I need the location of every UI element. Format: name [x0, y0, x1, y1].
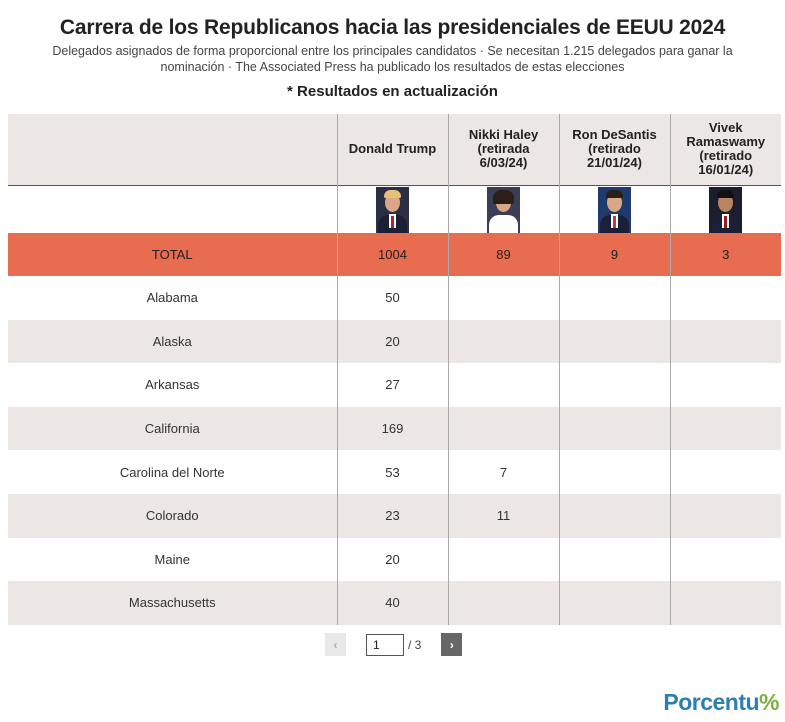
- state-cell: California: [8, 406, 337, 451]
- value-cell-ramaswamy: [669, 406, 781, 451]
- value-cell-trump: 20: [336, 537, 448, 582]
- state-cell: Carolina del Norte: [8, 450, 337, 494]
- value-cell-desantis: [558, 450, 670, 494]
- total-trump: 1004: [336, 233, 448, 276]
- table-row: Colorado 23 11: [8, 493, 781, 538]
- total-label: TOTAL: [8, 233, 337, 276]
- value-cell-trump: 169: [336, 406, 448, 451]
- value-cell-haley: [447, 406, 559, 451]
- candidate-photos-row: [8, 184, 781, 233]
- chart-subtitle: Delegados asignados de forma proporciona…: [52, 44, 733, 74]
- photo-cell-haley: [447, 184, 559, 233]
- value-cell-ramaswamy: [669, 319, 781, 364]
- porcentual-logo: Porcentu%: [663, 689, 779, 716]
- value-cell-desantis: [558, 493, 670, 538]
- value-cell-ramaswamy: [669, 537, 781, 582]
- state-cell: Colorado: [8, 493, 337, 538]
- next-page-button[interactable]: ›: [441, 633, 463, 656]
- total-row: TOTAL 1004 89 9 3: [8, 233, 781, 276]
- value-cell-desantis: [558, 406, 670, 451]
- chart-note: * Resultados en actualización: [287, 83, 498, 100]
- table-row: Maine 20: [8, 537, 781, 582]
- pagination: ‹ 1 / 3 ›: [325, 633, 463, 656]
- value-cell-ramaswamy: [669, 581, 781, 625]
- total-ramaswamy: 3: [669, 233, 781, 276]
- trump-photo: [376, 187, 409, 233]
- column-header-desantis: Ron DeSantis (retirado 21/01/24): [558, 114, 670, 185]
- column-header-haley: Nikki Haley (retirada 6/03/24): [447, 114, 559, 185]
- column-header-state: [8, 114, 337, 185]
- value-cell-trump: 50: [336, 276, 448, 320]
- value-cell-haley: [447, 581, 559, 625]
- empty-photo-cell: [8, 184, 337, 233]
- value-cell-haley: 7: [447, 450, 559, 494]
- value-cell-haley: [447, 537, 559, 582]
- photo-cell-trump: [336, 184, 448, 233]
- value-cell-desantis: [558, 319, 670, 364]
- ramaswamy-photo: [709, 187, 743, 233]
- photo-cell-ramaswamy: [669, 184, 781, 233]
- value-cell-haley: [447, 363, 559, 407]
- prev-page-button[interactable]: ‹: [325, 633, 346, 656]
- value-cell-desantis: [558, 276, 670, 320]
- table-row: Alaska 20: [8, 319, 781, 364]
- total-desantis: 9: [558, 233, 670, 276]
- table-row: Alabama 50: [8, 276, 781, 320]
- value-cell-ramaswamy: [669, 363, 781, 407]
- logo-text: Porcentu: [663, 689, 760, 715]
- chart-header: Carrera de los Republicanos hacia las pr…: [0, 0, 785, 100]
- value-cell-trump: 20: [336, 319, 448, 364]
- column-header-trump: Donald Trump: [336, 114, 448, 185]
- table-header-row: Donald Trump Nikki Haley (retirada 6/03/…: [8, 114, 781, 185]
- table-row: Massachusetts 40: [8, 581, 781, 625]
- state-cell: Arkansas: [8, 363, 337, 407]
- value-cell-ramaswamy: [669, 450, 781, 494]
- value-cell-ramaswamy: [669, 276, 781, 320]
- table-row: California 169: [8, 406, 781, 451]
- page-number-input[interactable]: 1: [366, 633, 404, 656]
- haley-photo: [487, 187, 520, 233]
- photo-cell-desantis: [558, 184, 670, 233]
- value-cell-desantis: [558, 537, 670, 582]
- delegates-table: Donald Trump Nikki Haley (retirada 6/03/…: [8, 114, 781, 625]
- total-haley: 89: [447, 233, 559, 276]
- value-cell-desantis: [558, 581, 670, 625]
- value-cell-haley: 11: [447, 493, 559, 538]
- value-cell-haley: [447, 276, 559, 320]
- desantis-photo: [598, 187, 631, 233]
- state-cell: Maine: [8, 537, 337, 582]
- value-cell-desantis: [558, 363, 670, 407]
- value-cell-haley: [447, 319, 559, 364]
- state-cell: Alaska: [8, 319, 337, 364]
- value-cell-ramaswamy: [669, 493, 781, 538]
- state-cell: Massachusetts: [8, 581, 337, 625]
- value-cell-trump: 23: [336, 493, 448, 538]
- chart-title: Carrera de los Republicanos hacia las pr…: [59, 16, 726, 39]
- table-row: Carolina del Norte 53 7: [8, 450, 781, 494]
- logo-mark: %: [759, 689, 779, 715]
- value-cell-trump: 40: [336, 581, 448, 625]
- value-cell-trump: 27: [336, 363, 448, 407]
- value-cell-trump: 53: [336, 450, 448, 494]
- page-total-label: / 3: [408, 637, 422, 652]
- column-header-ramaswamy: Vivek Ramaswamy (retirado 16/01/24): [669, 114, 781, 185]
- table-row: Arkansas 27: [8, 363, 781, 407]
- state-cell: Alabama: [8, 276, 337, 320]
